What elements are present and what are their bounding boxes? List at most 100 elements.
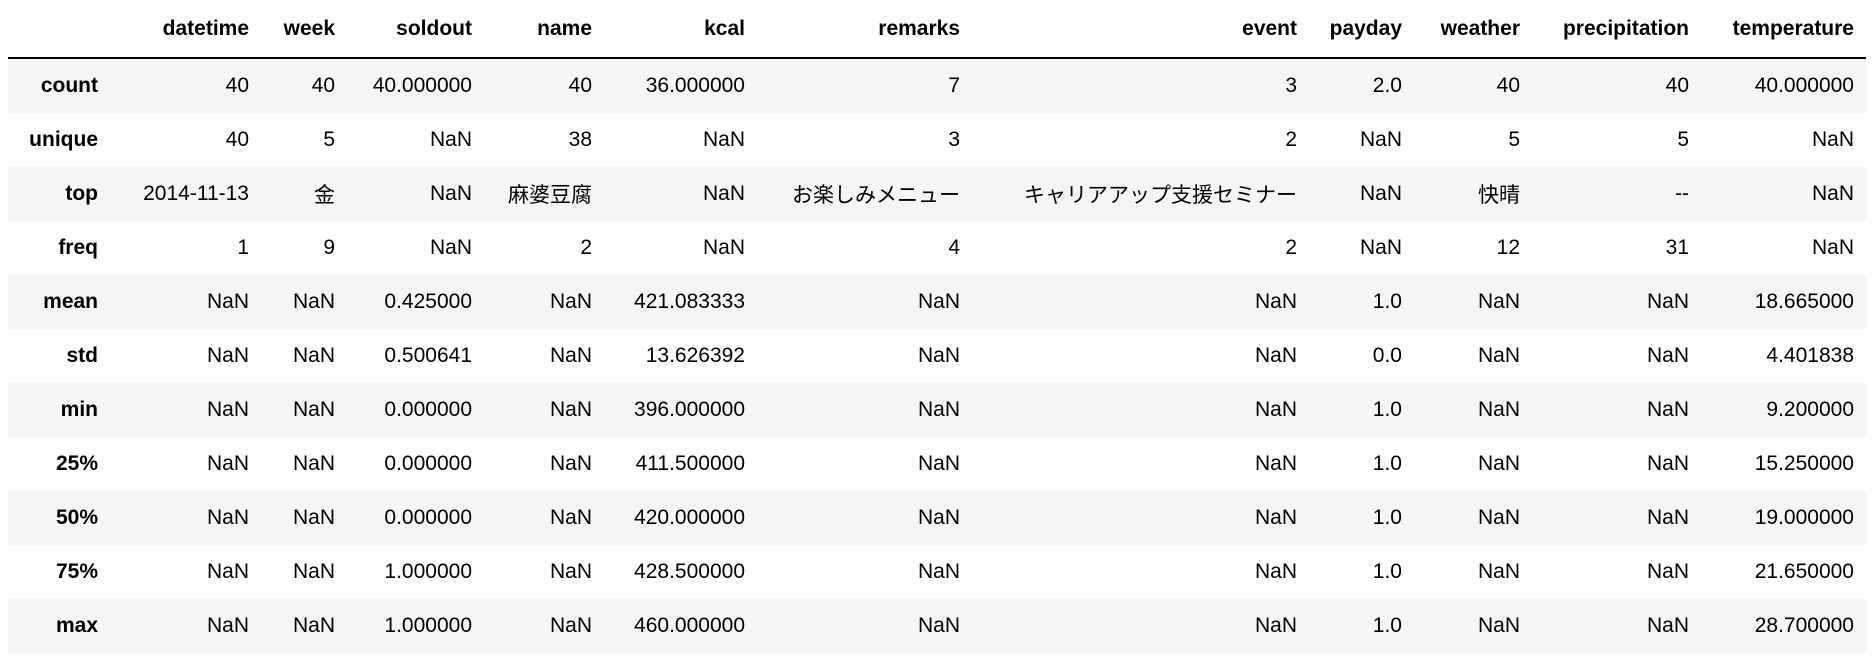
cell-temperature: 19.000000 xyxy=(1754,506,1854,529)
row-index: min xyxy=(60,398,98,421)
table-row: freq 1 9 NaN 2 NaN 4 2 NaN 12 31 NaN xyxy=(8,221,1866,275)
cell-event: NaN xyxy=(1254,560,1297,583)
cell-soldout: NaN xyxy=(429,128,472,151)
cell-temperature: 9.200000 xyxy=(1766,398,1854,421)
cell-soldout: 0.000000 xyxy=(384,452,472,475)
cell-week: NaN xyxy=(292,344,335,367)
cell-payday: NaN xyxy=(1359,182,1402,205)
describe-table: datetime week soldout name kcal remarks event p… xyxy=(8,0,1866,653)
cell-week: NaN xyxy=(292,398,335,421)
cell-weather: 12 xyxy=(1496,236,1520,259)
cell-week: NaN xyxy=(292,506,335,529)
cell-payday: 1.0 xyxy=(1372,614,1402,637)
row-index: unique xyxy=(29,128,98,151)
index-header xyxy=(8,0,110,59)
cell-remarks: お楽しみメニュー xyxy=(792,184,960,207)
cell-weather: NaN xyxy=(1477,452,1520,475)
row-index: 50% xyxy=(55,506,98,529)
cell-remarks: NaN xyxy=(917,452,960,475)
cell-precipitation: 40 xyxy=(1665,74,1689,97)
cell-remarks: 4 xyxy=(948,236,960,259)
row-index: count xyxy=(40,74,98,97)
cell-remarks: 3 xyxy=(948,128,960,151)
header-row: datetime week soldout name kcal remarks event p… xyxy=(8,0,1866,59)
column-header-event: event xyxy=(972,0,1309,59)
cell-soldout: 40.000000 xyxy=(372,74,472,97)
row-index: freq xyxy=(58,236,98,259)
row-index: max xyxy=(55,614,98,637)
row-index: std xyxy=(66,344,99,367)
cell-weather: NaN xyxy=(1477,506,1520,529)
column-header-remarks: remarks xyxy=(757,0,972,59)
column-header-precipitation: precipitation xyxy=(1532,0,1701,59)
cell-datetime: NaN xyxy=(206,614,249,637)
cell-kcal: 428.500000 xyxy=(634,560,745,583)
cell-precipitation: NaN xyxy=(1646,290,1689,313)
cell-remarks: 7 xyxy=(948,74,960,97)
cell-kcal: 36.000000 xyxy=(645,74,745,97)
table-row: 25% NaN NaN 0.000000 NaN 411.500000 NaN NaN 1.0 N… xyxy=(8,437,1866,491)
cell-datetime: 2014-11-13 xyxy=(143,182,249,205)
cell-datetime: NaN xyxy=(206,344,249,367)
cell-weather: NaN xyxy=(1477,290,1520,313)
cell-weather: NaN xyxy=(1477,614,1520,637)
cell-event: NaN xyxy=(1254,614,1297,637)
cell-weather: 40 xyxy=(1496,74,1520,97)
cell-week: 5 xyxy=(323,128,335,151)
cell-kcal: 420.000000 xyxy=(634,506,745,529)
cell-temperature: 15.250000 xyxy=(1754,452,1854,475)
cell-datetime: NaN xyxy=(206,506,249,529)
cell-soldout: 0.425000 xyxy=(384,290,472,313)
row-index: 75% xyxy=(55,560,98,583)
cell-week: NaN xyxy=(292,560,335,583)
cell-week: NaN xyxy=(292,614,335,637)
cell-name: NaN xyxy=(549,344,592,367)
cell-soldout: 0.000000 xyxy=(384,398,472,421)
column-header-name: name xyxy=(484,0,604,59)
cell-name: 2 xyxy=(580,236,592,259)
column-header-payday: payday xyxy=(1309,0,1414,59)
cell-soldout: NaN xyxy=(429,236,472,259)
cell-datetime: NaN xyxy=(206,398,249,421)
table-row: top 2014-11-13 金 NaN 麻婆豆腐 NaN お楽しみメニュー キャリアアップ支… xyxy=(8,167,1866,221)
column-header-weather: weather xyxy=(1414,0,1532,59)
cell-precipitation: NaN xyxy=(1646,398,1689,421)
cell-weather: 快晴 xyxy=(1478,184,1520,207)
cell-remarks: NaN xyxy=(917,398,960,421)
cell-datetime: 1 xyxy=(237,236,249,259)
cell-temperature: 28.700000 xyxy=(1754,614,1854,637)
cell-event: NaN xyxy=(1254,452,1297,475)
cell-payday: 1.0 xyxy=(1372,398,1402,421)
table-row: max NaN NaN 1.000000 NaN 460.000000 NaN NaN 1.0 N… xyxy=(8,599,1866,653)
cell-event: NaN xyxy=(1254,290,1297,313)
cell-name: NaN xyxy=(549,614,592,637)
cell-payday: NaN xyxy=(1359,236,1402,259)
row-index: 25% xyxy=(55,452,98,475)
cell-name: NaN xyxy=(549,452,592,475)
cell-datetime: 40 xyxy=(225,74,249,97)
column-header-week: week xyxy=(261,0,347,59)
column-header-soldout: soldout xyxy=(347,0,484,59)
cell-name: NaN xyxy=(549,506,592,529)
cell-kcal: 396.000000 xyxy=(634,398,745,421)
cell-precipitation: NaN xyxy=(1646,614,1689,637)
cell-payday: 1.0 xyxy=(1372,452,1402,475)
cell-soldout: NaN xyxy=(429,182,472,205)
cell-soldout: 1.000000 xyxy=(384,614,472,637)
cell-temperature: 40.000000 xyxy=(1754,74,1854,97)
cell-event: キャリアアップ支援セミナー xyxy=(1024,184,1297,207)
cell-payday: 1.0 xyxy=(1372,560,1402,583)
cell-week: NaN xyxy=(292,452,335,475)
cell-week: 9 xyxy=(323,236,335,259)
cell-event: 3 xyxy=(1285,74,1297,97)
table-row: 75% NaN NaN 1.000000 NaN 428.500000 NaN NaN 1.0 N… xyxy=(8,545,1866,599)
cell-precipitation: NaN xyxy=(1646,560,1689,583)
cell-event: NaN xyxy=(1254,398,1297,421)
table-row: min NaN NaN 0.000000 NaN 396.000000 NaN NaN 1.0 N… xyxy=(8,383,1866,437)
table-row: 50% NaN NaN 0.000000 NaN 420.000000 NaN NaN 1.0 N… xyxy=(8,491,1866,545)
table-row: count 40 40 40.000000 40 36.000000 7 3 2.0 40 40 40… xyxy=(8,58,1866,113)
cell-payday: NaN xyxy=(1359,128,1402,151)
column-header-datetime: datetime xyxy=(110,0,261,59)
cell-kcal: NaN xyxy=(702,128,745,151)
table-row: unique 40 5 NaN 38 NaN 3 2 NaN 5 5 NaN xyxy=(8,113,1866,167)
